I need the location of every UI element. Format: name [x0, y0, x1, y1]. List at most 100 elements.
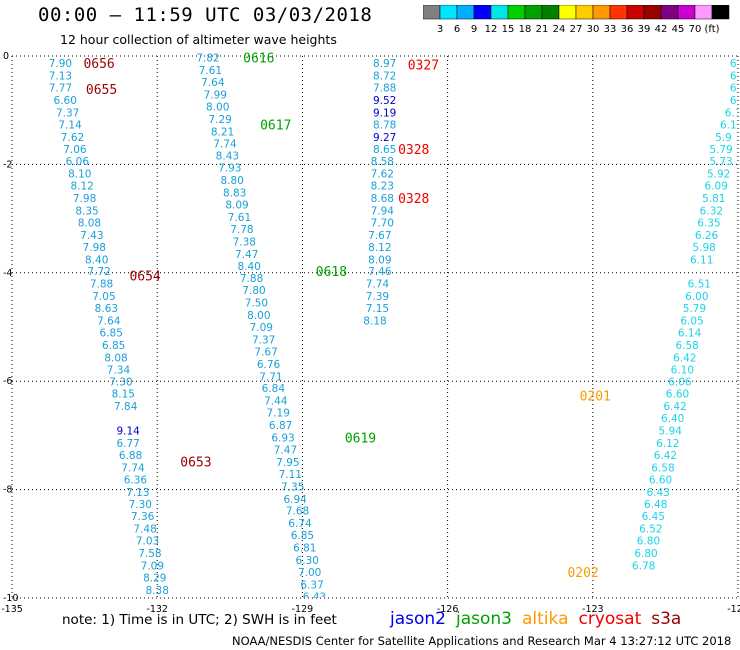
scale-label: 33 — [604, 24, 617, 35]
scale-label: 24 — [553, 24, 566, 35]
wave-height-value: 7.84 — [114, 401, 138, 413]
scale-label: 70 — [689, 24, 702, 35]
scale-label: 30 — [587, 24, 600, 35]
wave-height-value: 6.58 — [651, 462, 674, 474]
wave-height-value: 5.92 — [707, 169, 730, 181]
wave-height-value: 6.12 — [656, 438, 679, 450]
legend-altika: altika — [522, 609, 569, 629]
data-layer: 7.907.137.776.607.377.147.627.066.068.10… — [49, 52, 738, 598]
wave-height-value: 9.52 — [373, 95, 396, 107]
wave-height-value: 6.77 — [116, 438, 139, 450]
wave-height-value: 5.79 — [683, 303, 706, 315]
wave-height-value: 6.42 — [673, 352, 696, 364]
wave-height-value: 7.05 — [92, 291, 115, 303]
wave-height-value: 7.15 — [366, 303, 389, 315]
wave-height-value: 7.99 — [204, 89, 227, 101]
wave-height-value: 7.98 — [83, 242, 106, 254]
pass-number-label: 0201 — [580, 389, 611, 404]
wave-height-value: 7.35 — [281, 481, 304, 493]
wave-height-value: 9.27 — [373, 132, 396, 144]
wave-height-value: 7.78 — [230, 224, 253, 236]
wave-height-value: 6.74 — [288, 518, 312, 530]
wave-height-value: 8.40 — [85, 254, 108, 266]
wave-height-value: 6.43 — [646, 487, 669, 499]
satellite-legend: jason2 jason3 altika cryosat s3a — [390, 609, 691, 629]
y-tick-label: 0 — [3, 51, 9, 62]
wave-height-value: 7.95 — [276, 457, 299, 469]
wave-height-value: 8.00 — [247, 310, 270, 322]
scale-label: 15 — [502, 24, 515, 35]
wave-height-value: 7.14 — [58, 119, 82, 131]
wave-height-value: 6.58 — [675, 340, 698, 352]
wave-height-value: 7.06 — [63, 144, 87, 156]
wave-height-value: 6.35 — [697, 217, 720, 229]
wave-height-value: 7.29 — [208, 114, 231, 126]
color-scale: 3 6 9 12 15 18 21 24 27 30 33 36 39 42 45 70 (ft) — [423, 5, 730, 35]
wave-height-value: 8.65 — [373, 144, 396, 156]
wave-height-value: 8.08 — [78, 217, 101, 229]
wave-height-value: 6 — [730, 95, 737, 107]
wave-height-value: 7.93 — [218, 163, 241, 175]
wave-height-value: 7.61 — [228, 212, 251, 224]
scale-swatch — [711, 5, 730, 20]
pass-number-label: 0655 — [86, 83, 117, 98]
wave-height-value: 8.00 — [206, 101, 229, 113]
wave-height-value: 7.74 — [121, 462, 145, 474]
wave-height-value: 6.84 — [262, 383, 286, 395]
wave-height-value: 6.1 — [720, 119, 737, 131]
wave-height-value: 7.46 — [368, 266, 392, 278]
y-tick-label: -10 — [3, 593, 19, 604]
footer-credit: NOAA/NESDIS Center for Satellite Applica… — [232, 634, 732, 648]
pass-number-label: 0619 — [345, 432, 376, 447]
wave-height-value: 6.80 — [637, 536, 660, 548]
wave-height-value: 7.88 — [373, 82, 396, 94]
scale-label: 27 — [570, 24, 583, 35]
scale-label: 9 — [471, 24, 477, 35]
x-tick-label: -132 — [146, 604, 168, 615]
wave-height-value: 7.09 — [250, 322, 273, 334]
wave-height-value: 6.45 — [642, 511, 665, 523]
wave-height-value: 5.79 — [709, 144, 732, 156]
wave-height-value: 6.60 — [666, 389, 689, 401]
wave-height-value: 6.80 — [634, 548, 657, 560]
wave-height-value: 7.67 — [254, 346, 277, 358]
wave-height-value: 6.05 — [680, 315, 703, 327]
wave-height-value: 6.10 — [671, 364, 694, 376]
wave-height-value: 7.62 — [371, 169, 394, 181]
pass-number-label: 0328 — [398, 143, 429, 158]
scale-label: 6 — [454, 24, 460, 35]
wave-height-value: 8.09 — [368, 254, 391, 266]
wave-height-value: 8.12 — [70, 181, 93, 193]
y-tick-label: -6 — [3, 376, 12, 387]
wave-height-value: 6.81 — [293, 543, 316, 555]
wave-height-value: 6.78 — [632, 560, 655, 572]
wave-height-value: 8.18 — [363, 315, 386, 327]
wave-height-value: 6.94 — [283, 494, 307, 506]
wave-height-value: 7.88 — [240, 273, 263, 285]
wave-height-value: 8.35 — [75, 205, 98, 217]
wave-height-value: 8.68 — [371, 193, 394, 205]
wave-height-value: 7.67 — [368, 230, 391, 242]
wave-height-value: 7.37 — [252, 334, 275, 346]
wave-height-value: 6.42 — [663, 401, 686, 413]
wave-height-value: 7.00 — [298, 567, 321, 579]
chart-title: 00:00 – 11:59 UTC 03/03/2018 — [38, 4, 373, 26]
wave-height-value: 8.58 — [371, 156, 394, 168]
pass-number-label: 0653 — [180, 455, 211, 470]
y-tick-label: -4 — [3, 268, 12, 279]
wave-height-value: 6.48 — [644, 499, 667, 511]
pass-number-label: 0328 — [398, 192, 429, 207]
wave-height-value: 8.40 — [237, 261, 260, 273]
x-tick-label: -135 — [1, 604, 23, 615]
pass-number-label: 0654 — [129, 270, 160, 285]
wave-height-value: 8.23 — [371, 181, 394, 193]
wave-height-value: 7.43 — [80, 230, 103, 242]
wave-height-value: 7.64 — [201, 77, 225, 89]
wave-height-value: 7.34 — [107, 364, 131, 376]
wave-height-value: 7.47 — [274, 444, 297, 456]
wave-height-value: 8.80 — [221, 175, 244, 187]
wave-height-value: 7.48 — [133, 524, 156, 536]
wave-height-value: 8.15 — [112, 389, 135, 401]
wave-height-value: 6.37 — [300, 579, 323, 591]
